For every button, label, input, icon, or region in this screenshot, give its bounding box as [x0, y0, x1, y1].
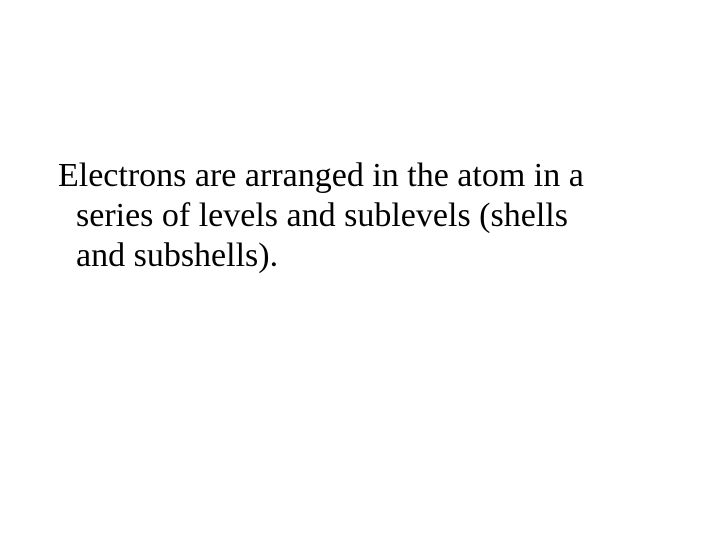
body-text: Electrons are arranged in the atom in a …	[58, 156, 608, 276]
slide-content: Electrons are arranged in the atom in a …	[58, 156, 608, 276]
